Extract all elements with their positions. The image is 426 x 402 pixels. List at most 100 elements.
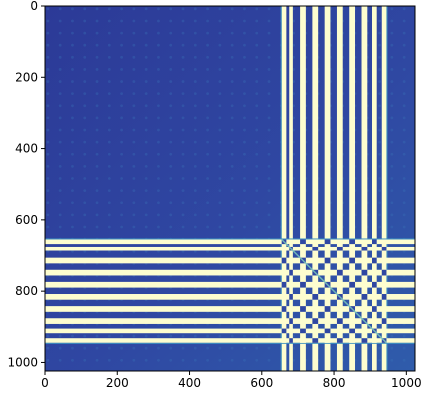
texture-dot: [390, 249, 394, 253]
texture-dot: [120, 116, 124, 120]
intersection-cell: [281, 328, 287, 334]
texture-dot: [169, 346, 173, 350]
intersection-cell: [349, 281, 356, 288]
texture-dot: [243, 177, 246, 180]
texture-dot: [255, 116, 259, 120]
texture-dot: [193, 43, 197, 47]
texture-dot: [107, 128, 111, 132]
texture-dot: [402, 92, 406, 96]
texture-dot: [193, 346, 197, 350]
intersection-cell: [361, 306, 368, 312]
texture-dot: [132, 358, 136, 362]
texture-dot: [230, 213, 234, 217]
texture-dot: [169, 140, 173, 144]
texture-dot: [218, 346, 222, 350]
texture-dot: [58, 346, 62, 350]
texture-dot: [402, 177, 406, 180]
texture-dot: [144, 7, 148, 11]
texture-dot: [390, 116, 394, 120]
intersection-cell: [349, 328, 356, 334]
texture-dot: [255, 165, 259, 168]
intersection-cell: [349, 257, 356, 264]
texture-dot: [193, 7, 197, 11]
horizontal-stripes: [45, 238, 415, 344]
texture-dot: [169, 128, 173, 132]
texture-dot: [58, 7, 62, 11]
texture-dot: [157, 140, 160, 144]
texture-dot: [132, 31, 136, 35]
intersection-cell: [324, 239, 331, 245]
texture-dot: [58, 92, 62, 96]
intersection-cell: [381, 239, 387, 245]
texture-dot: [230, 80, 234, 83]
intersection-cell: [372, 269, 377, 276]
texture-dot: [193, 68, 197, 71]
texture-dot: [230, 249, 234, 253]
texture-dot: [107, 189, 111, 193]
texture-dot: [71, 7, 74, 11]
texture-dot: [58, 116, 62, 120]
texture-dot: [157, 68, 160, 71]
texture-dot: [218, 68, 222, 71]
texture-dot: [107, 177, 111, 180]
intersection-cell: [336, 328, 343, 334]
texture-dot: [402, 225, 406, 229]
texture-dot: [193, 55, 197, 59]
texture-dot: [144, 358, 148, 362]
intersection-cell: [372, 281, 377, 288]
texture-dot: [132, 152, 136, 156]
texture-dot: [243, 104, 246, 108]
y-tick-label: 400: [15, 142, 38, 156]
texture-dot: [107, 165, 111, 168]
texture-dot: [218, 358, 222, 362]
texture-dot: [193, 249, 197, 253]
texture-dot: [243, 213, 246, 217]
texture-dot: [193, 201, 197, 205]
texture-dot: [193, 189, 197, 193]
texture-dot: [71, 358, 74, 362]
intersection-cell: [361, 269, 368, 276]
texture-dot: [230, 128, 234, 132]
intersection-cell: [381, 269, 387, 276]
texture-dot: [107, 43, 111, 47]
texture-dot: [218, 177, 222, 180]
texture-dot: [95, 152, 99, 156]
texture-dot: [292, 116, 295, 120]
band-diagonal: [281, 238, 387, 344]
x-axis: 0 200 400 600 800 1000: [41, 371, 422, 390]
texture-dot: [267, 80, 271, 83]
intersection-cell: [372, 246, 377, 251]
intersection-cell: [324, 328, 331, 334]
intersection-cell: [372, 338, 377, 343]
texture-dot: [230, 334, 234, 338]
texture-dot: [169, 177, 173, 180]
intersection-cell: [300, 306, 306, 312]
intersection-cell: [281, 318, 287, 324]
texture-dot: [390, 346, 394, 350]
texture-dot: [206, 249, 209, 253]
texture-dot: [193, 165, 197, 168]
texture-dot: [144, 68, 148, 71]
texture-dot: [218, 152, 222, 156]
texture-dot: [267, 213, 271, 217]
texture-dot: [255, 128, 259, 132]
texture-dot: [157, 358, 160, 362]
texture-dot: [378, 358, 381, 362]
texture-dot: [243, 346, 246, 350]
texture-dot: [292, 80, 295, 83]
texture-dot: [83, 55, 87, 59]
texture-dot: [169, 104, 173, 108]
texture-dot: [243, 80, 246, 83]
texture-dot: [95, 55, 99, 59]
texture-dot: [181, 213, 185, 217]
texture-dot: [267, 104, 271, 108]
vertical-stripe: [381, 6, 387, 371]
texture-dot: [206, 55, 209, 59]
texture-dot: [132, 7, 136, 11]
texture-dot: [157, 55, 160, 59]
intersection-cell: [336, 269, 343, 276]
texture-dot: [132, 334, 136, 338]
texture-dot: [107, 201, 111, 205]
texture-dot: [230, 19, 234, 23]
texture-dot: [169, 152, 173, 156]
